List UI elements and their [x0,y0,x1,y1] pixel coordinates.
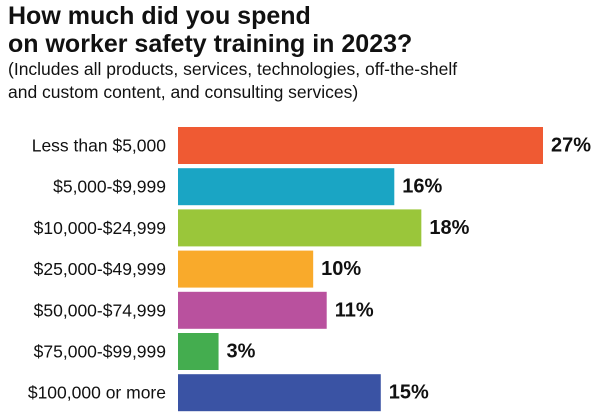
value-label: 16% [402,176,442,198]
value-label: 15% [389,382,429,404]
bar [178,127,543,164]
bar [178,168,395,206]
category-label: $5,000-$9,999 [53,177,166,197]
chart-subtitle: (Includes all products, services, techno… [8,58,457,104]
bar [178,333,219,370]
bar [178,291,327,329]
chart-subtitle-line-1: (Includes all products, services, techno… [8,59,458,79]
bar-chart: Less than $5,000 27% $5,000-$9,999 16% $10,0… [28,127,591,412]
category-label: $10,000-$24,999 [34,218,166,238]
bar [178,374,381,412]
chart-subtitle-line-2: and custom content, and consulting servi… [8,82,359,102]
bar [178,209,422,247]
chart-title-line-1: How much did you spend [8,2,311,30]
category-label: $25,000-$49,999 [34,259,166,279]
category-label: $100,000 or more [28,383,166,403]
chart-title-line-2: on worker safety training in 2023? [8,30,413,58]
value-label: 11% [335,299,374,321]
value-label: 27% [551,135,591,157]
category-label: Less than $5,000 [32,136,167,156]
value-label: 10% [321,258,361,280]
chart-title: How much did you spend on worker safety … [8,2,412,58]
value-label: 3% [227,341,256,363]
value-label: 18% [429,217,469,239]
bar [178,250,314,288]
category-label: $75,000-$99,999 [34,342,166,362]
category-label: $50,000-$74,999 [34,300,166,320]
